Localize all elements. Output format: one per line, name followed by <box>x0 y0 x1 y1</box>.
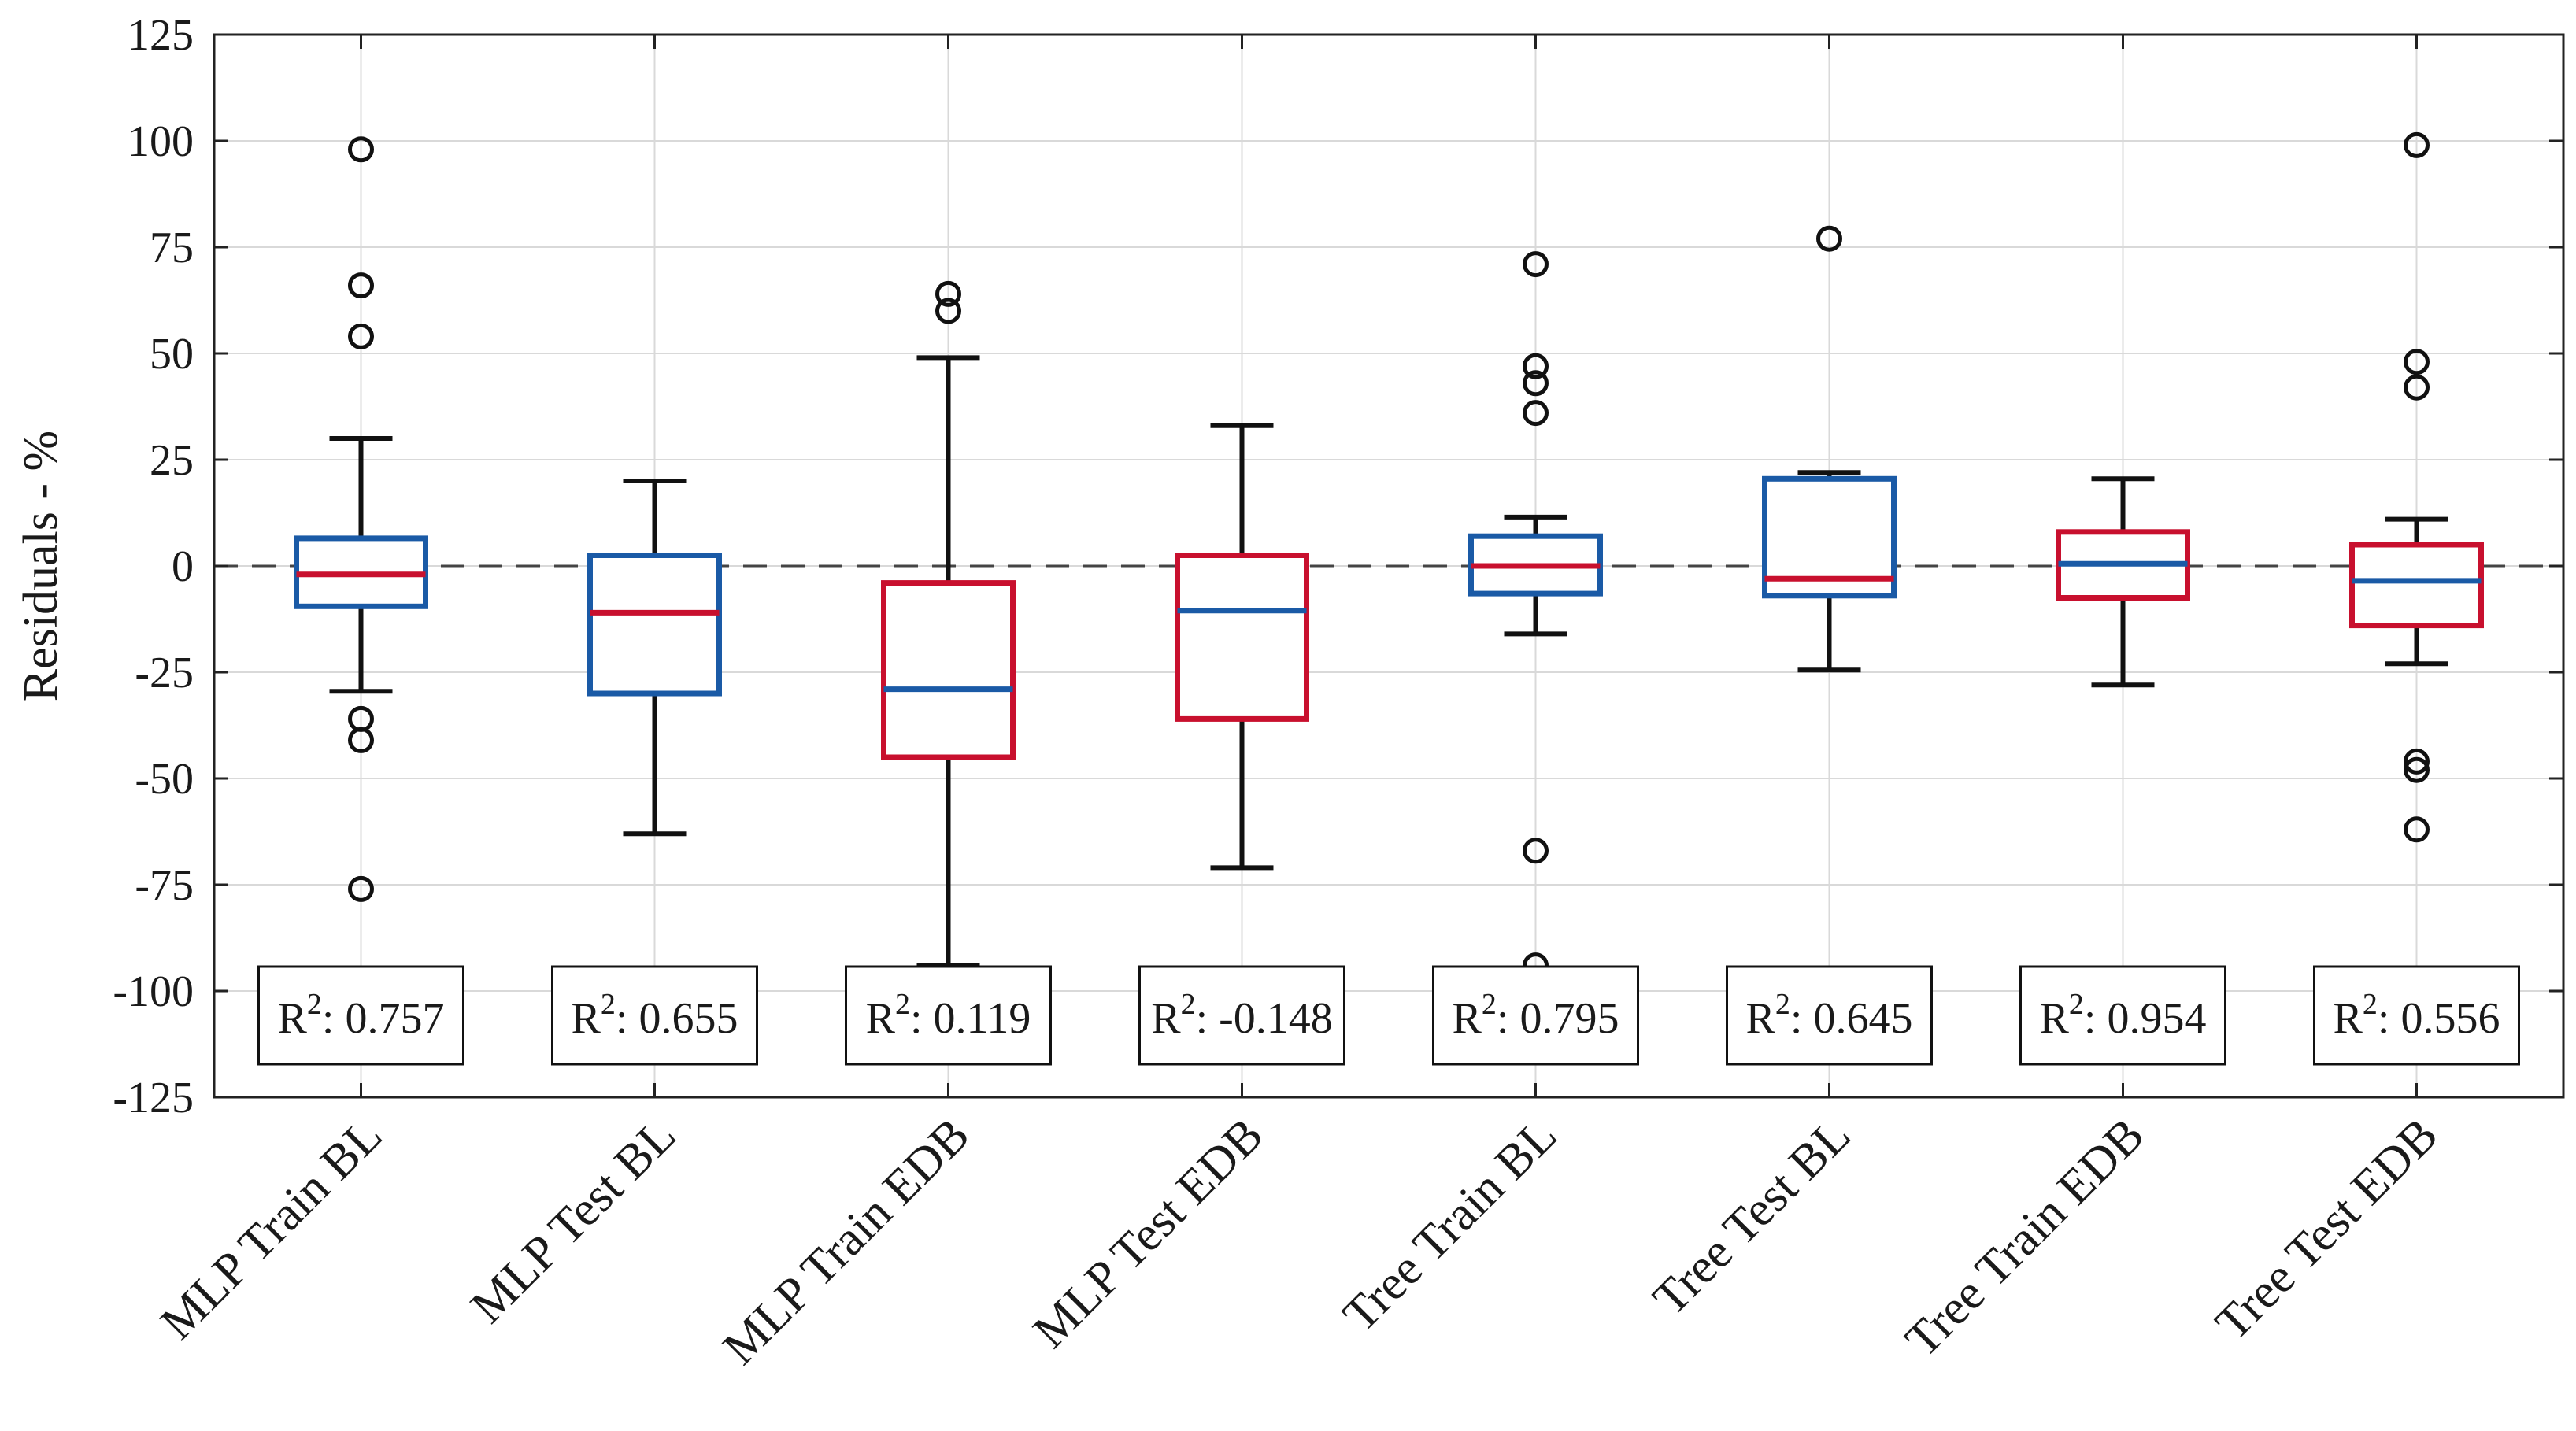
y-tick-label: 25 <box>150 436 194 485</box>
r2-annotation-text: R2: -0.148 <box>1151 988 1333 1043</box>
box-8: R2: 0.556 <box>2313 131 2520 1066</box>
y-tick-label: -25 <box>135 649 194 697</box>
x-category-label: Tree Test EDB <box>2205 1108 2448 1351</box>
r2-annotation-text: R2: 0.795 <box>1453 988 1619 1043</box>
outlier-point <box>2404 374 2430 401</box>
iqr-box <box>2349 542 2484 629</box>
outlier-point <box>935 298 961 324</box>
x-category-label: MLP Test BL <box>461 1108 686 1333</box>
r2-annotation-text: R2: 0.645 <box>1746 988 1913 1043</box>
y-tick-label: 50 <box>150 330 194 379</box>
outlier-point <box>348 136 374 163</box>
y-tick-label: 0 <box>172 542 194 591</box>
iqr-box <box>881 580 1016 760</box>
box-2: R2: 0.655 <box>551 479 758 1066</box>
box-7: R2: 0.954 <box>2019 476 2226 1066</box>
outlier-point <box>348 875 374 902</box>
outlier-point <box>2404 748 2430 775</box>
r2-annotation-text: R2: 0.556 <box>2334 988 2500 1043</box>
box-3: R2: 0.119 <box>845 280 1052 1066</box>
r2-annotation-text: R2: 0.655 <box>572 988 738 1043</box>
outlier-point <box>1523 400 1549 427</box>
box-5: R2: 0.795 <box>1432 251 1639 1066</box>
outlier-point <box>1523 353 1549 379</box>
y-tick-label: 100 <box>128 117 194 166</box>
outlier-point <box>348 323 374 349</box>
outlier-point <box>1523 838 1549 864</box>
y-tick-label: -50 <box>135 755 194 804</box>
y-axis-ticks: 125 100 75 50 25 0 -25 -50 -75 -100 -125 <box>113 11 2563 1122</box>
outlier-point <box>348 272 374 299</box>
r2-annotation-box <box>551 965 758 1066</box>
boxes-group: R2: 0.757 R2: 0.655 R2: 0.119 R2: -0.148 R2:… <box>257 131 2520 1066</box>
y-tick-label: -100 <box>113 967 194 1016</box>
y-tick-label: -75 <box>135 861 194 910</box>
y-axis-label: Residuals - % <box>14 431 68 701</box>
outlier-point <box>2404 349 2430 375</box>
iqr-box <box>587 553 722 697</box>
x-category-label: MLP Train EDB <box>713 1108 980 1375</box>
y-tick-label: 125 <box>128 11 194 60</box>
iqr-box <box>1175 553 1309 722</box>
x-category-label: Tree Train EDB <box>1895 1108 2154 1367</box>
outlier-point <box>1523 251 1549 278</box>
r2-annotation-box <box>2313 965 2520 1066</box>
box-4: R2: -0.148 <box>1138 423 1345 1066</box>
x-category-label: Tree Test BL <box>1643 1108 1860 1326</box>
box-1: R2: 0.757 <box>257 136 464 1066</box>
outlier-point <box>2404 756 2430 783</box>
outlier-point <box>2404 131 2430 158</box>
outlier-point <box>348 727 374 753</box>
r2-annotation-box <box>257 965 464 1066</box>
r2-annotation-box <box>1726 965 1933 1066</box>
x-category-label: MLP Test EDB <box>1023 1108 1274 1359</box>
y-tick-label: -125 <box>113 1074 194 1122</box>
r2-annotation-text: R2: 0.954 <box>2040 988 2207 1043</box>
outlier-point <box>935 280 961 307</box>
r2-annotation-box <box>1432 965 1639 1066</box>
y-tick-label: 75 <box>150 224 194 272</box>
x-category-label: MLP Train BL <box>150 1108 392 1350</box>
r2-annotation-text: R2: 0.757 <box>278 988 445 1043</box>
r2-annotation-text: R2: 0.119 <box>866 988 1031 1043</box>
box-6: R2: 0.645 <box>1726 225 1933 1066</box>
outlier-point <box>1523 370 1549 397</box>
outlier-point <box>2404 816 2430 843</box>
x-category-label: Tree Train BL <box>1333 1108 1567 1342</box>
outlier-point <box>1816 225 1842 252</box>
r2-annotation-box <box>2019 965 2226 1066</box>
r2-annotation-box <box>845 965 1052 1066</box>
r2-annotation-box <box>1138 965 1345 1066</box>
